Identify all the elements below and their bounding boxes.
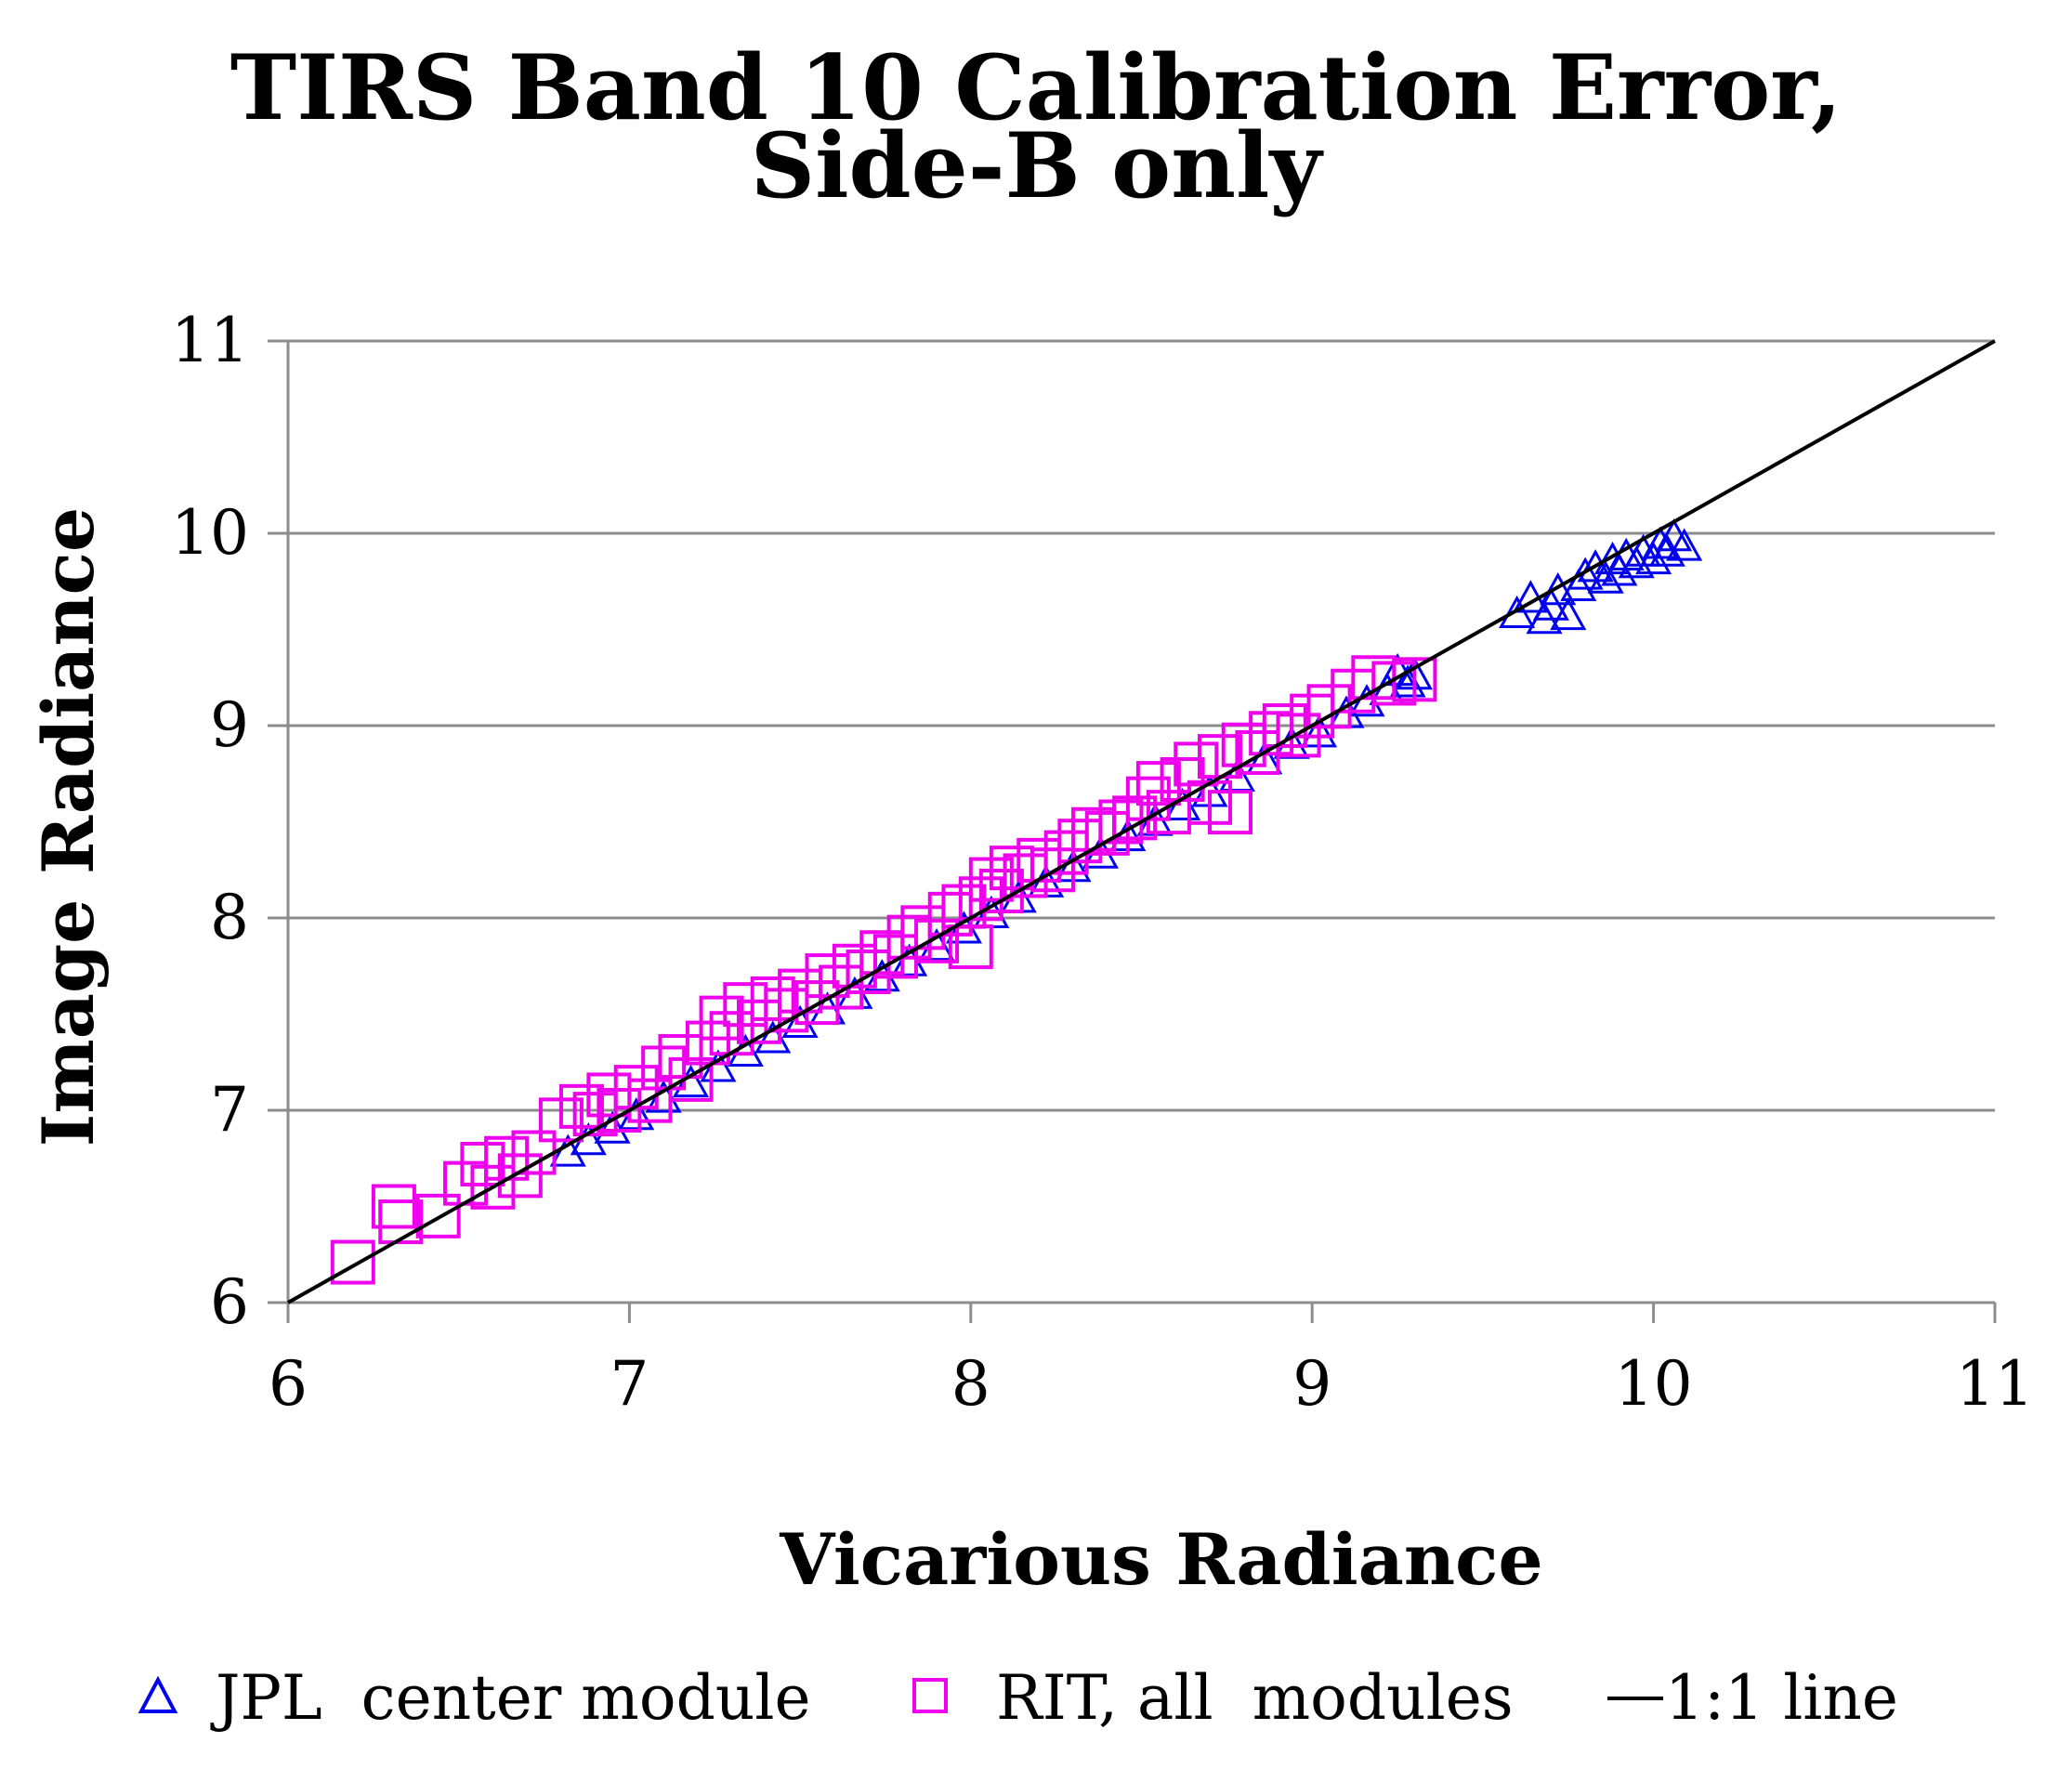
rit-point-36 [900,905,946,950]
jpl-point-54 [1666,528,1703,561]
rit-point-35 [886,914,932,960]
legend: JPL center module RIT, all modules 1:1 l… [138,1662,1898,1734]
rit-point-6 [470,1164,516,1210]
rit-point-14 [597,1088,642,1133]
rit-point-28 [794,980,840,1026]
rit-point-25 [750,976,795,1021]
rit-point-47 [1029,847,1075,893]
rit-point-1 [371,1184,416,1229]
gridlines [288,339,1995,1112]
x-tick-label-9: 9 [1292,1348,1331,1420]
y-axis-title: Image Radiance [27,507,110,1147]
rit-point-33 [859,930,905,976]
legend-label-jpl: JPL center module [210,1662,811,1734]
x-axis-title: Vicarious Radiance [779,1518,1542,1601]
x-tick-label-10: 10 [1615,1348,1693,1420]
chart-title-line1: TIRS Band 10 Calibration Error, [230,35,1842,140]
series-one-to-one-line [287,339,1996,1304]
rit-point-37 [914,918,960,963]
jpl-point-39 [1540,572,1577,606]
x-tick-label-11: 11 [1956,1348,2034,1420]
y-tick-label-10: 10 [171,497,249,569]
plot-frame [286,341,1995,1304]
jpl-point-42 [1567,557,1604,590]
x-axis-ticks: 6 7 8 9 10 11 [269,1303,2034,1420]
rit-point-3 [415,1193,461,1238]
x-tick-label-8: 8 [951,1348,990,1420]
rit-point-18 [658,1034,703,1080]
legend-square-icon [912,1678,948,1713]
rit-point-65 [1262,703,1307,748]
data-series [287,339,1996,1304]
rit-point-5 [460,1141,505,1186]
jpl-point-44 [1587,560,1624,594]
y-axis-ticks: 6 7 8 9 10 11 [171,305,288,1338]
y-tick-label-9: 9 [210,689,249,761]
rit-point-11 [558,1083,604,1129]
rit-point-24 [737,999,782,1044]
rit-point-19 [668,1056,714,1102]
x-tick-label-7: 7 [610,1348,649,1420]
rit-point-0 [330,1239,375,1285]
legend-label-rit: RIT, all modules [996,1662,1514,1734]
jpl-point-40 [1550,596,1587,631]
y-tick-label-11: 11 [171,305,249,376]
legend-label-line: 1:1 line [1665,1662,1898,1734]
rit-point-20 [685,1020,730,1066]
rit-point-21 [699,995,744,1041]
rit-point-8 [497,1153,543,1199]
legend-triangle-icon [138,1675,178,1713]
rit-point-51 [1084,810,1130,856]
y-tick-label-8: 8 [210,882,249,953]
rit-point-2 [378,1199,424,1245]
rit-point-22 [709,1011,754,1056]
rit-point-61 [1208,790,1253,835]
y-tick-label-7: 7 [210,1074,249,1146]
chart-title-line2: Side-B only [751,113,1325,218]
rit-point-58 [1174,741,1219,787]
y-tick-label-6: 6 [210,1266,249,1338]
jpl-point-51 [1642,526,1679,559]
jpl-point-34 [1379,652,1416,687]
rit-point-17 [641,1045,687,1091]
x-tick-label-6: 6 [269,1348,308,1420]
rit-point-40 [948,924,993,970]
